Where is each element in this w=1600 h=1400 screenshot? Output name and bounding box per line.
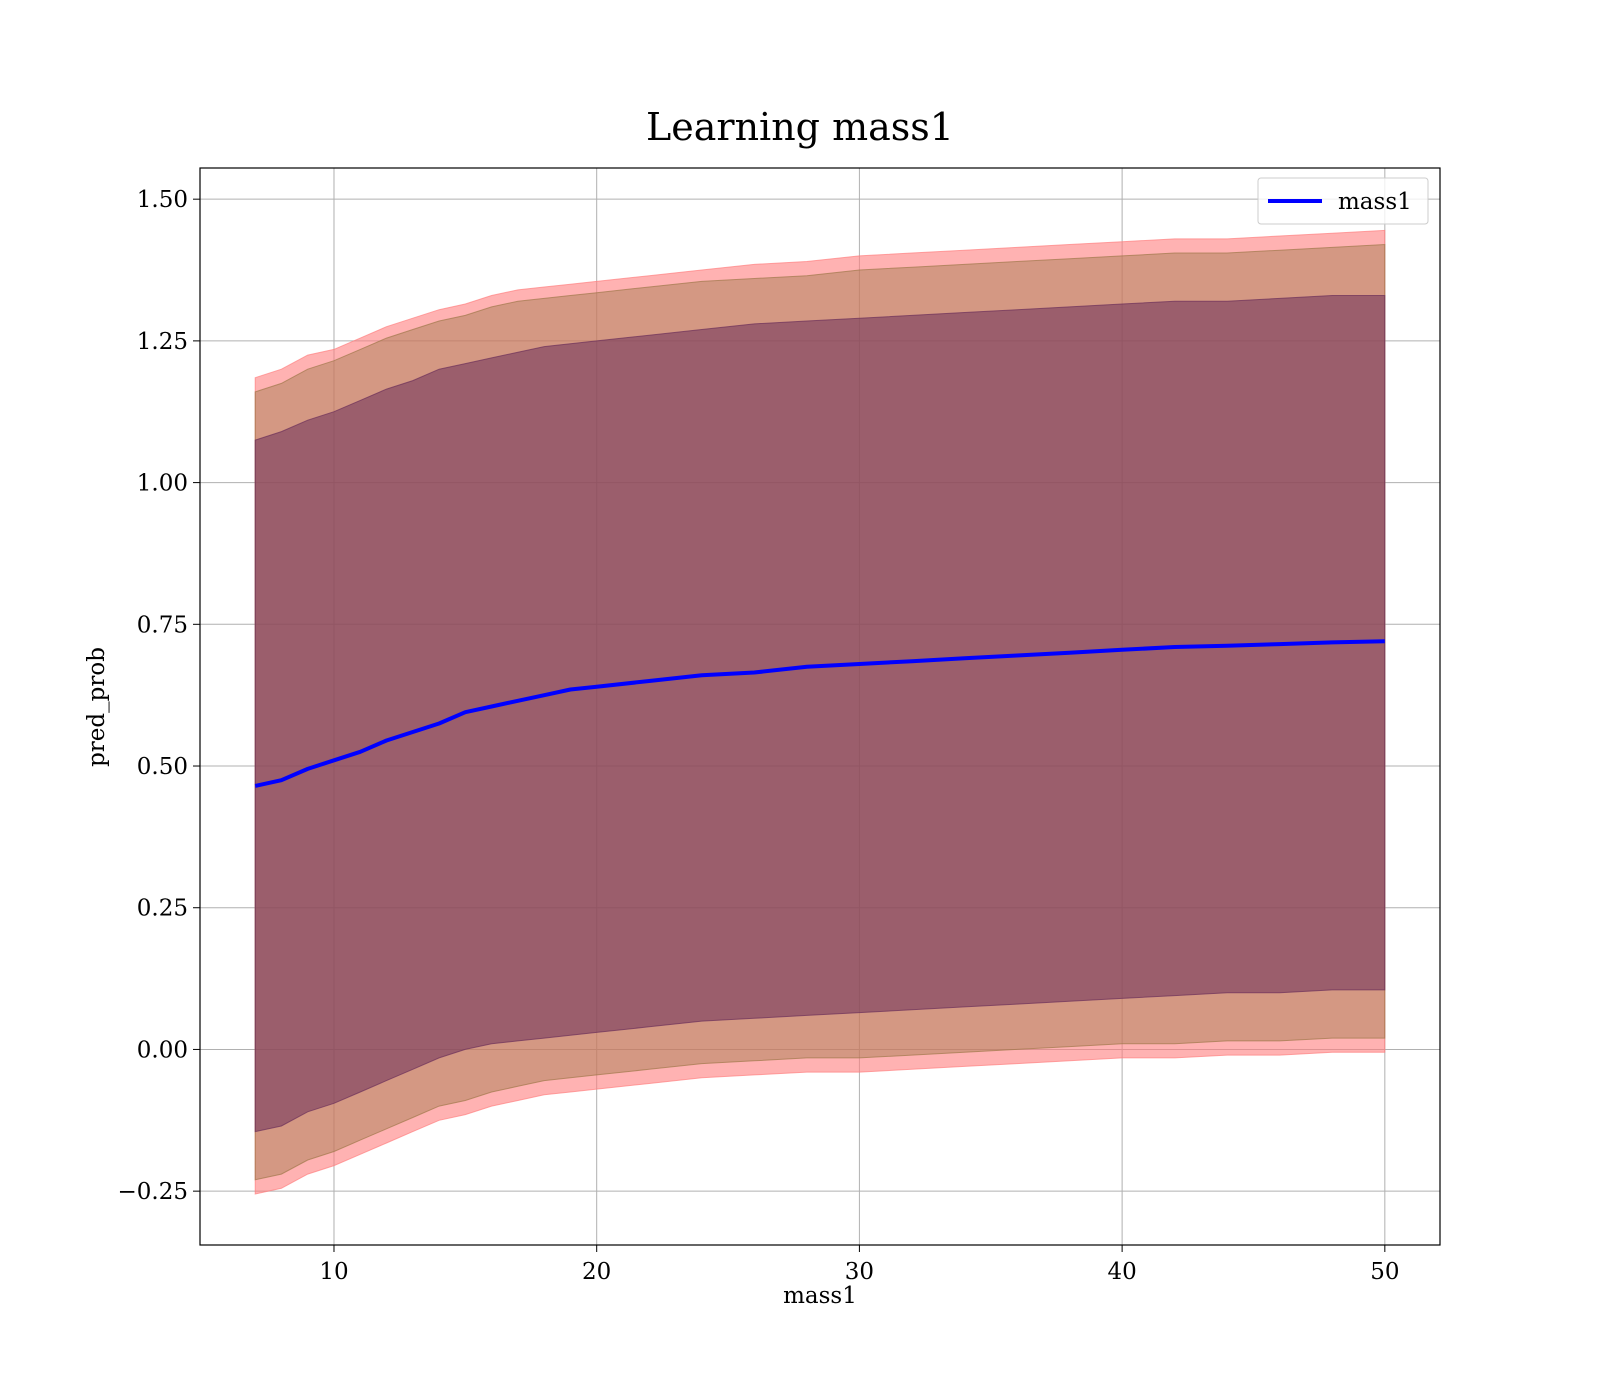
confidence-band-3 xyxy=(254,295,1386,1133)
legend: mass1 xyxy=(1257,177,1429,225)
x-axis-label: mass1 xyxy=(783,1283,857,1309)
y-tick-label: 0.00 xyxy=(137,1037,188,1063)
plot-frame xyxy=(199,167,1441,1246)
x-tick-label: 10 xyxy=(319,1259,348,1285)
y-tick-label: 1.50 xyxy=(137,187,188,213)
x-tick-label: 50 xyxy=(1370,1259,1399,1285)
x-axis-ticks: 10 20 30 40 50 xyxy=(319,1245,1399,1285)
chart-title: Learning mass1 xyxy=(646,105,954,149)
y-tick-label: 0.75 xyxy=(137,612,188,638)
legend-entry-label: mass1 xyxy=(1338,189,1412,215)
series-line-mass1 xyxy=(254,639,1385,788)
y-tick-label: 0.25 xyxy=(137,896,188,922)
y-axis-ticks: −0.25 0.00 0.25 0.50 0.75 1.00 1.25 1.50 xyxy=(118,187,200,1205)
y-tick-label: 1.25 xyxy=(137,329,188,355)
y-tick-label: −0.25 xyxy=(118,1179,188,1205)
y-tick-label: 1.00 xyxy=(137,471,188,497)
legend-box xyxy=(1257,177,1429,225)
x-tick-label: 30 xyxy=(845,1259,874,1285)
y-axis-label: pred_prob xyxy=(84,647,110,767)
confidence-bands xyxy=(254,229,1386,1195)
y-tick-label: 0.50 xyxy=(137,754,188,780)
series-lines xyxy=(254,639,1385,788)
x-tick-label: 20 xyxy=(582,1259,611,1285)
x-tick-label: 40 xyxy=(1107,1259,1136,1285)
